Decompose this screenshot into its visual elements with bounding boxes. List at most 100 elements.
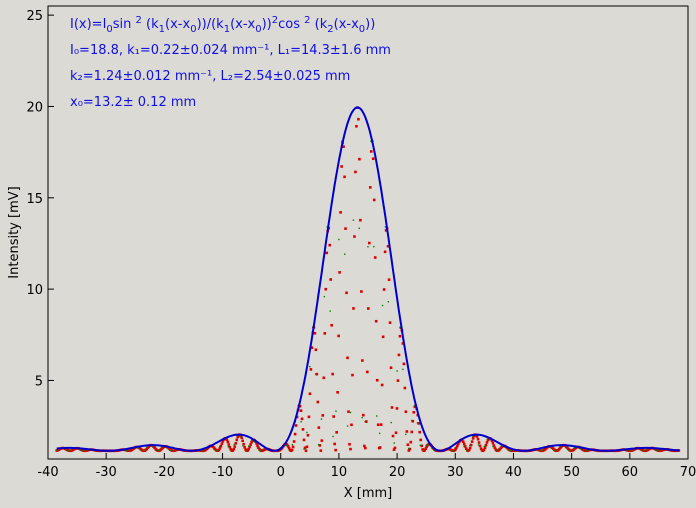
data-point (343, 175, 346, 179)
secondary-point (227, 445, 230, 448)
data-point (357, 117, 360, 121)
data-point (257, 446, 260, 449)
secondary-point (565, 446, 567, 449)
data-point (387, 278, 391, 281)
secondary-point (646, 448, 648, 451)
secondary-point (466, 450, 468, 452)
secondary-point (402, 368, 404, 371)
secondary-point (67, 450, 70, 452)
data-point (303, 446, 307, 450)
data-point (402, 362, 406, 366)
data-point (403, 386, 407, 390)
data-point (256, 444, 259, 447)
data-point (395, 407, 399, 410)
data-point (305, 445, 309, 449)
data-point (346, 356, 349, 360)
data-point (376, 423, 380, 427)
data-point (478, 444, 482, 448)
data-point (469, 443, 473, 447)
secondary-point (169, 449, 171, 451)
data-point (482, 448, 486, 452)
data-point (462, 442, 466, 446)
data-point (369, 150, 373, 153)
secondary-point (626, 449, 628, 452)
data-point (240, 436, 243, 440)
data-point (411, 419, 415, 423)
data-point (301, 428, 305, 431)
data-point (363, 444, 366, 448)
secondary-point (396, 370, 398, 372)
data-point (384, 229, 388, 232)
secondary-point (390, 421, 392, 424)
data-point (477, 441, 481, 444)
data-point (419, 438, 423, 442)
data-point (322, 376, 326, 380)
data-point (300, 417, 304, 421)
secondary-point (661, 449, 663, 451)
secondary-point (285, 444, 288, 447)
data-point (425, 445, 428, 449)
x-tick-label: 30 (447, 465, 464, 480)
data-point (345, 291, 348, 295)
secondary-point (317, 443, 320, 446)
secondary-point (655, 449, 657, 451)
secondary-point (373, 245, 375, 248)
secondary-point (381, 304, 384, 307)
data-point (379, 423, 383, 426)
data-point (350, 423, 353, 427)
secondary-point (472, 435, 474, 438)
y-tick-label: 25 (26, 9, 43, 24)
secondary-point (498, 448, 500, 450)
data-point (484, 443, 488, 447)
secondary-point (370, 140, 372, 142)
data-point (307, 415, 311, 419)
data-point (455, 446, 458, 450)
data-point (324, 287, 328, 291)
secondary-point (352, 219, 355, 221)
data-point (332, 415, 335, 418)
data-point (354, 170, 357, 174)
secondary-point (329, 310, 331, 312)
data-point (406, 443, 410, 447)
data-point (243, 446, 246, 449)
secondary-point (239, 435, 241, 438)
data-point (417, 422, 421, 425)
data-point (361, 359, 364, 362)
annotation-fit-line-2: k₂=1.24±0.012 mm⁻¹, L₂=2.54±0.025 mm (70, 69, 350, 84)
secondary-point (448, 448, 451, 451)
data-point (249, 443, 252, 446)
data-point (328, 243, 332, 247)
secondary-point (82, 450, 84, 452)
secondary-point (480, 450, 483, 452)
data-point (464, 447, 468, 451)
secondary-point (172, 449, 174, 452)
data-point (235, 438, 239, 442)
secondary-point (323, 295, 326, 298)
x-tick-label: 60 (622, 465, 639, 480)
x-tick-label: 40 (505, 465, 522, 480)
fit-curve (56, 106, 680, 452)
data-point (470, 440, 474, 443)
data-point (314, 348, 318, 352)
secondary-point (344, 253, 346, 255)
data-point (383, 250, 387, 254)
secondary-point (410, 419, 413, 422)
x-tick-label: 50 (563, 465, 580, 480)
data-point (471, 437, 475, 440)
secondary-point (204, 448, 206, 451)
secondary-point (573, 447, 576, 449)
secondary-point (541, 449, 544, 451)
data-point (381, 335, 385, 339)
secondary-point (568, 449, 570, 452)
data-point (410, 430, 414, 434)
data-point (247, 447, 250, 451)
data-point (486, 438, 490, 442)
secondary-point (550, 447, 552, 449)
secondary-point (303, 448, 305, 450)
data-point (366, 370, 369, 374)
data-point (386, 244, 390, 248)
secondary-point (483, 445, 486, 448)
data-point (234, 442, 238, 445)
secondary-point (416, 422, 419, 424)
